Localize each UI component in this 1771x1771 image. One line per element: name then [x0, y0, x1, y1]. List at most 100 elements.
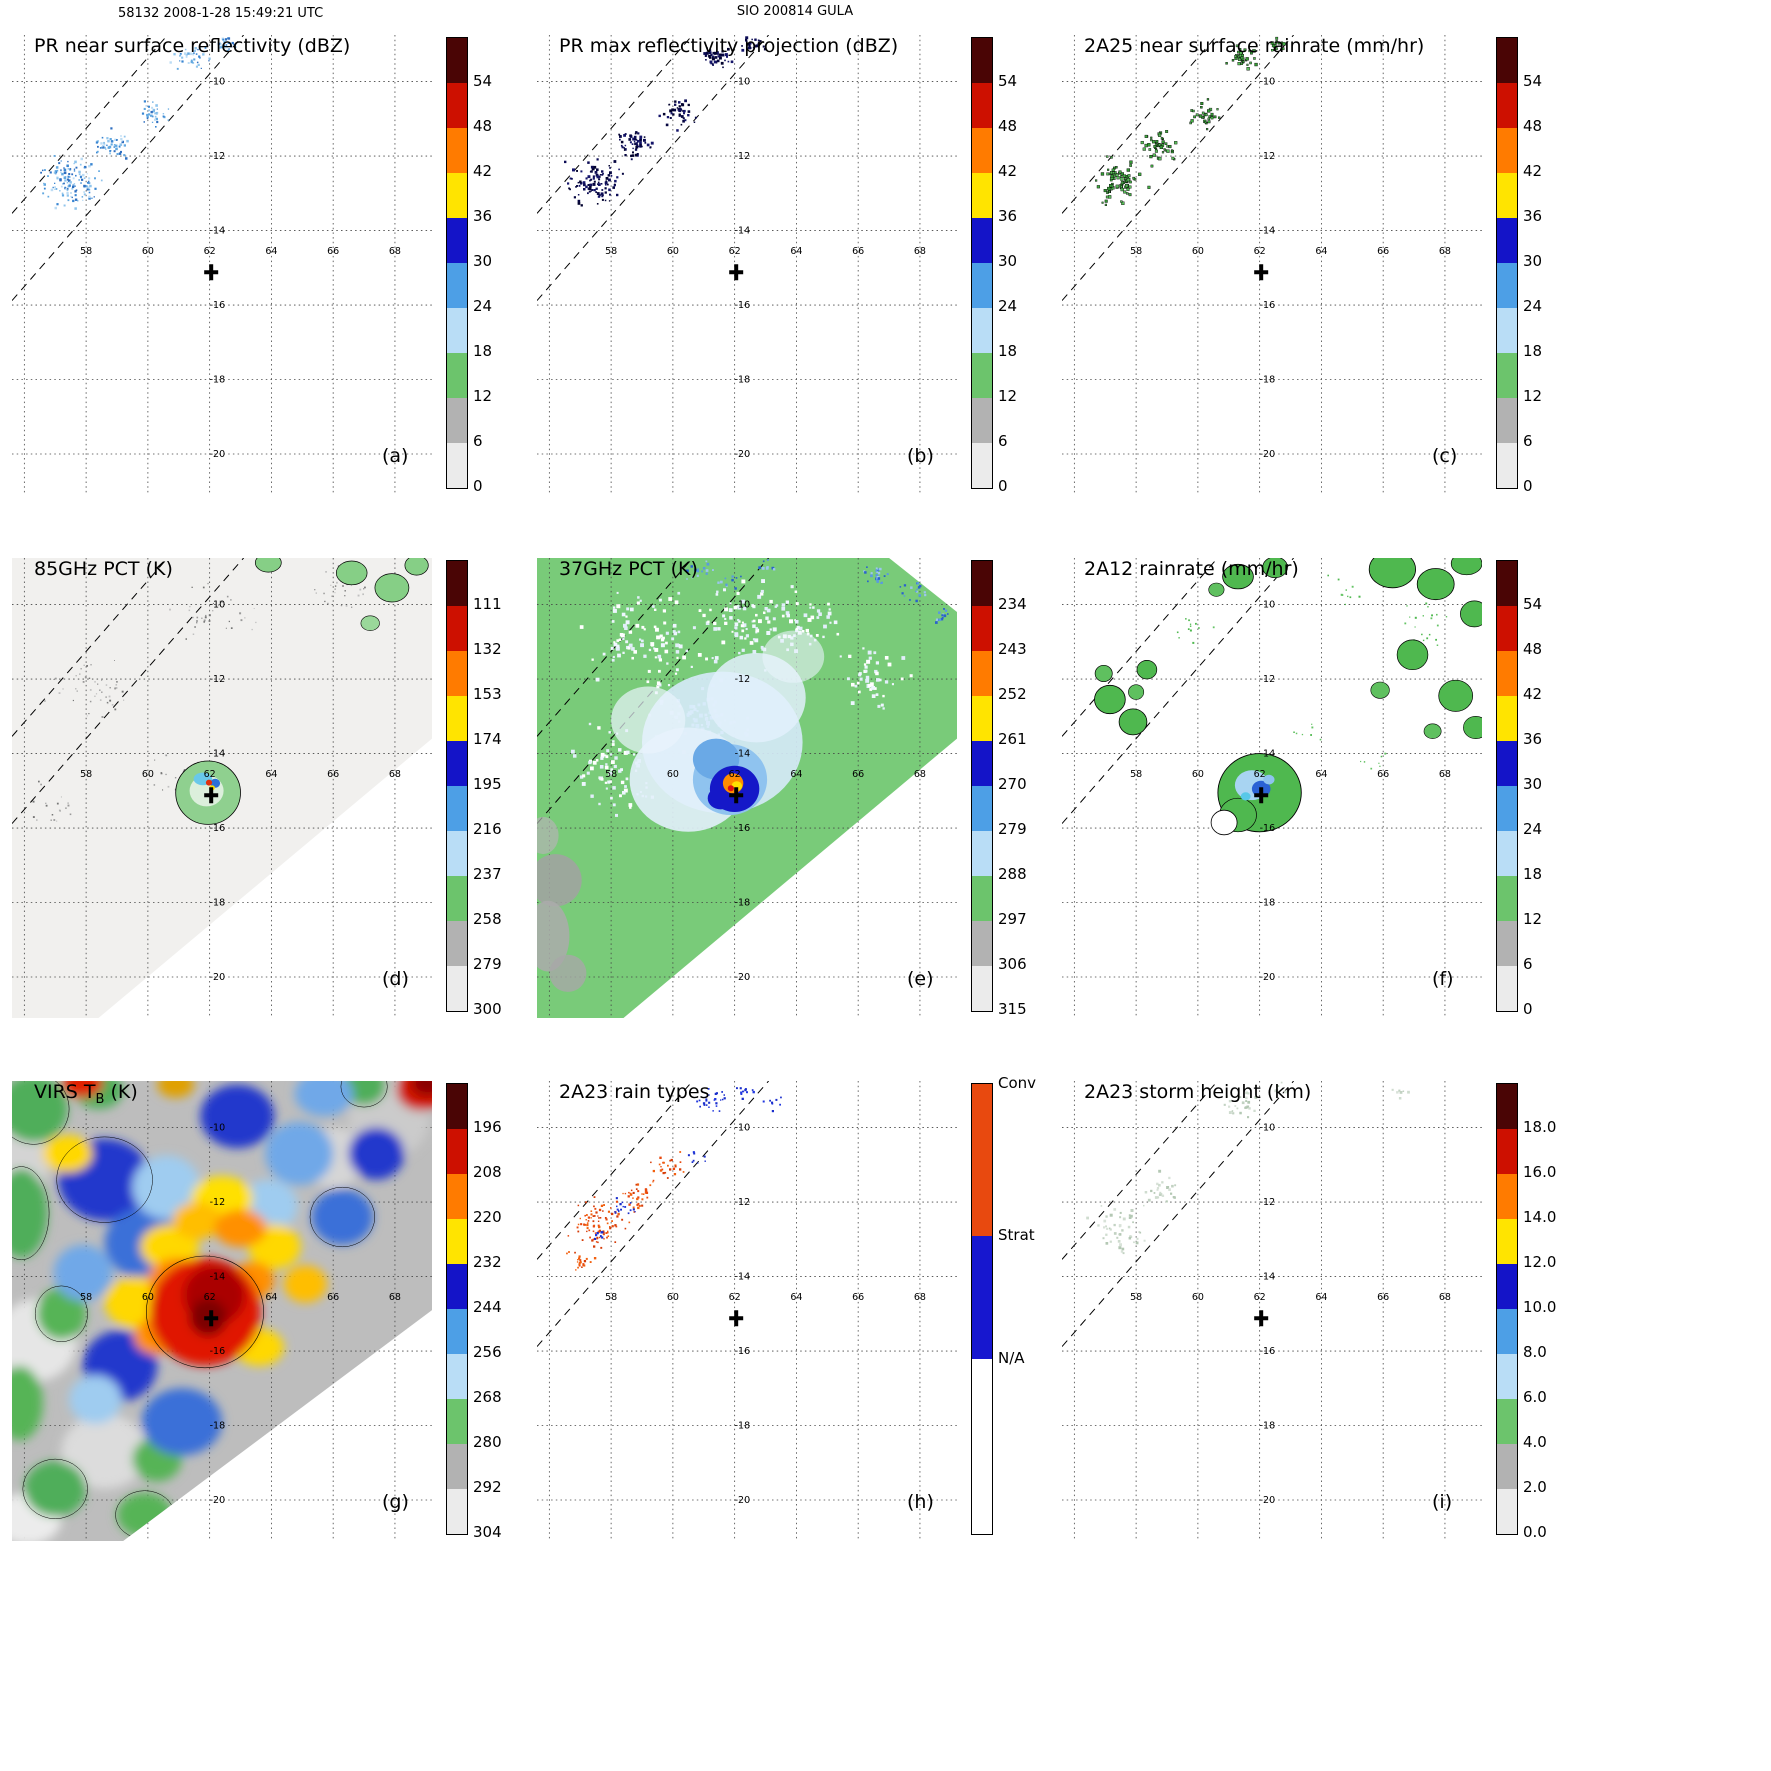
- panel-letter-label: (f): [1432, 968, 1454, 990]
- colorbar-segment: [447, 1444, 467, 1489]
- colorbar-segment: [447, 1354, 467, 1399]
- colorbar-segment: [1497, 1264, 1517, 1309]
- axis-labels: 58 60 62 64 66 68 -10 -12 -14 -16 -18 -20: [1130, 1123, 1451, 1506]
- colorbar-segment: [1497, 1444, 1517, 1489]
- colorbar-label: 304: [473, 1523, 502, 1541]
- colorbar-label: 16.0: [1523, 1163, 1557, 1181]
- colorbar-label: 14.0: [1523, 1208, 1557, 1226]
- colorbar-segment: [1497, 173, 1517, 218]
- colorbar-segment: [972, 38, 992, 83]
- colorbar-label: 12: [1523, 387, 1543, 405]
- colorbar-label: 54: [1523, 595, 1543, 613]
- lon-label: 62: [729, 1292, 741, 1303]
- colorbar-label: 0: [1523, 1000, 1533, 1018]
- panel-c: 58 60 62 64 66 68 -10 -12 -14 -16 -18 -20 2A25 near …: [1062, 35, 1577, 513]
- axis-labels: 58 60 62 64 66 68 -10 -12 -14 -16 -18 -20: [80, 77, 401, 460]
- colorbar-label: 243: [998, 640, 1027, 658]
- colorbar-label: 288: [998, 865, 1027, 883]
- panel-title-h: 2A23 rain types: [559, 1081, 710, 1103]
- panel-letter-label: (i): [1432, 1491, 1453, 1513]
- lon-label: 58: [1130, 1292, 1142, 1303]
- colorbar-label: Conv: [998, 1074, 1037, 1092]
- colorbar-segment: [1497, 966, 1517, 1011]
- colorbar-segment: [972, 128, 992, 173]
- colorbar-label: 174: [473, 730, 502, 748]
- colorbar-segment: [447, 786, 467, 831]
- colorbar-segment: [1497, 38, 1517, 83]
- grid-lines: [1062, 558, 1482, 1018]
- lat-label: -10: [1260, 600, 1276, 611]
- colorbar-label: 279: [998, 820, 1027, 838]
- colorbar-segment: [972, 398, 992, 443]
- lat-label: -10: [210, 77, 226, 88]
- panel-letter-label: (h): [907, 1491, 934, 1513]
- lat-label: -12: [210, 151, 226, 162]
- lon-label: 64: [790, 1292, 802, 1303]
- colorbar-label: 48: [473, 117, 493, 135]
- colorbar-segment: [1497, 651, 1517, 696]
- colorbar-label: N/A: [998, 1349, 1025, 1367]
- colorbar-segment: [447, 173, 467, 218]
- grid-lines: [537, 35, 957, 495]
- map-plot-d: 58 60 62 64 66 68 -10 -12 -14 -16 -18 -20: [12, 558, 432, 1018]
- colorbar-label: 297: [998, 910, 1027, 928]
- data-layer: [1094, 558, 1482, 836]
- grid-lines: [12, 558, 432, 1018]
- storm-center-cross-marker: [1254, 264, 1269, 281]
- map-plot-b: 58 60 62 64 66 68 -10 -12 -14 -16 -18 -20: [537, 35, 957, 495]
- axis-labels: 58 60 62 64 66 68 -10 -12 -14 -16 -18 -20: [80, 600, 401, 983]
- colorbar-segment: [1497, 83, 1517, 128]
- colorbar-label: 8.0: [1523, 1343, 1547, 1361]
- lon-label: 68: [1439, 1292, 1451, 1303]
- colorbar-segment: [447, 1219, 467, 1264]
- lat-label: -20: [1260, 972, 1276, 983]
- lat-label: -10: [210, 600, 226, 611]
- swath-edge-lines: [537, 558, 769, 824]
- colorbar-label: 0: [998, 477, 1008, 495]
- colorbar-label: 48: [998, 117, 1018, 135]
- lon-label: 58: [1130, 769, 1142, 780]
- map-plot-f: 58 60 62 64 66 68 -10 -12 -14 -16 -18 -20: [1062, 558, 1482, 1018]
- lon-label: 68: [389, 1292, 401, 1303]
- colorbar-segment: [972, 741, 992, 786]
- panel-title-g: VIRS TB (K): [34, 1081, 138, 1107]
- colorbar-segment: [1497, 1129, 1517, 1174]
- lat-label: -18: [210, 375, 226, 386]
- colorbar-segment: [972, 1236, 992, 1359]
- colorbar-label: 6: [1523, 955, 1533, 973]
- lon-label: 66: [327, 1292, 339, 1303]
- lon-label: 64: [1315, 246, 1327, 257]
- colorbar-c: [1496, 37, 1518, 489]
- colorbar-label: 24: [1523, 820, 1543, 838]
- colorbar-segment: [1497, 353, 1517, 398]
- colorbar-segment: [447, 651, 467, 696]
- colorbar-label: 292: [473, 1478, 502, 1496]
- lat-label: -20: [735, 449, 751, 460]
- colorbar-label: 18: [473, 342, 493, 360]
- colorbar-label: 12: [473, 387, 493, 405]
- lon-label: 60: [667, 246, 679, 257]
- colorbar-segment: [1497, 741, 1517, 786]
- panel-title-e: 37GHz PCT (K): [559, 558, 698, 580]
- map-plot-c: 58 60 62 64 66 68 -10 -12 -14 -16 -18 -20: [1062, 35, 1482, 495]
- data-layer: [12, 1081, 432, 1541]
- colorbar-label: 24: [998, 297, 1018, 315]
- colorbar-segment: [447, 1084, 467, 1129]
- colorbar-segment: [972, 353, 992, 398]
- colorbar-label: 18: [1523, 342, 1543, 360]
- colorbar-segment: [447, 1489, 467, 1534]
- colorbar-label: 300: [473, 1000, 502, 1018]
- colorbar-segment: [447, 561, 467, 606]
- colorbar-label: 18.0: [1523, 1118, 1557, 1136]
- panel-letter-label: (g): [382, 1491, 409, 1513]
- lat-label: -10: [1260, 1123, 1276, 1134]
- colorbar-g: [446, 1083, 468, 1535]
- lat-label: -16: [1260, 300, 1276, 311]
- lon-label: 68: [1439, 246, 1451, 257]
- lat-label: -20: [735, 1495, 751, 1506]
- colorbar-segment: [447, 1264, 467, 1309]
- colorbar-segment: [972, 876, 992, 921]
- lat-label: -20: [1260, 449, 1276, 460]
- map-plot-a: 58 60 62 64 66 68 -10 -12 -14 -16 -18 -20: [12, 35, 432, 495]
- lon-label: 62: [204, 769, 216, 780]
